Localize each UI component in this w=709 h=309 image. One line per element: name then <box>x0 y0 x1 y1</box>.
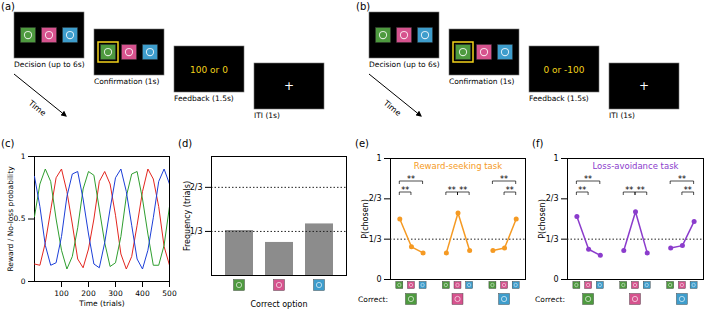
svg-text:2/3: 2/3 <box>369 194 382 203</box>
svg-text:1: 1 <box>376 154 381 163</box>
svg-text:ITI (1s): ITI (1s) <box>609 111 635 120</box>
svg-text:2/3: 2/3 <box>189 182 203 192</box>
svg-text:Decision (up to 6s): Decision (up to 6s) <box>14 60 85 69</box>
svg-text:Reward / No-loss probability: Reward / No-loss probability <box>6 166 15 272</box>
svg-text:**: ** <box>500 175 508 184</box>
svg-text:0.5: 0.5 <box>14 214 26 223</box>
svg-text:1: 1 <box>21 152 26 161</box>
svg-text:Correct option: Correct option <box>250 300 307 309</box>
svg-text:0: 0 <box>376 275 381 284</box>
svg-text:1/3: 1/3 <box>369 235 382 244</box>
svg-text:**: ** <box>637 186 645 195</box>
svg-text:(b): (b) <box>356 1 370 12</box>
svg-text:100 or 0: 100 or 0 <box>190 65 228 75</box>
svg-text:400: 400 <box>135 289 150 298</box>
svg-text:Correct:: Correct: <box>358 295 388 304</box>
svg-text:Reward-seeking task: Reward-seeking task <box>414 161 502 171</box>
svg-text:P(chosen): P(chosen) <box>538 199 547 239</box>
svg-text:Confirmation (1s): Confirmation (1s) <box>449 77 515 86</box>
svg-text:0: 0 <box>553 275 558 284</box>
svg-text:1: 1 <box>553 154 558 163</box>
html-text:(e): (e) <box>355 138 369 149</box>
html-text:(f): (f) <box>532 138 544 149</box>
svg-text:**: ** <box>448 186 456 195</box>
svg-text:**: ** <box>678 175 686 184</box>
svg-text:Feedback (1.5s): Feedback (1.5s) <box>174 94 234 103</box>
svg-text:Time: Time <box>26 98 48 118</box>
svg-text:100: 100 <box>54 289 69 298</box>
svg-text:**: ** <box>407 175 415 184</box>
svg-text:**: ** <box>625 186 633 195</box>
svg-text:+: + <box>284 79 294 93</box>
svg-text:**: ** <box>584 175 592 184</box>
svg-text:2/3: 2/3 <box>546 194 559 203</box>
svg-text:**: ** <box>684 186 692 195</box>
html-text:(d): (d) <box>178 138 193 149</box>
svg-text:500: 500 <box>162 289 177 298</box>
svg-text:Loss-avoidance task: Loss-avoidance task <box>592 161 678 171</box>
svg-text:1/3: 1/3 <box>189 227 203 236</box>
svg-text:Confirmation (1s): Confirmation (1s) <box>94 77 160 86</box>
svg-text:**: ** <box>459 186 467 195</box>
svg-text:0 or -100: 0 or -100 <box>543 65 584 75</box>
svg-text:(a): (a) <box>1 1 15 12</box>
svg-text:Time (trials): Time (trials) <box>78 299 124 308</box>
svg-text:Feedback (1.5s): Feedback (1.5s) <box>529 94 589 103</box>
html-text:(c): (c) <box>1 138 15 149</box>
svg-text:**: ** <box>401 186 409 195</box>
svg-text:1/3: 1/3 <box>546 235 559 244</box>
svg-text:0: 0 <box>21 277 26 286</box>
svg-text:Correct:: Correct: <box>535 295 565 304</box>
svg-text:**: ** <box>578 186 586 195</box>
svg-text:Decision (up to 6s): Decision (up to 6s) <box>369 60 440 69</box>
svg-text:+: + <box>639 79 649 93</box>
svg-text:**: ** <box>506 186 514 195</box>
svg-text:200: 200 <box>81 289 96 298</box>
svg-text:300: 300 <box>108 289 123 298</box>
svg-text:P(chosen): P(chosen) <box>361 199 370 239</box>
svg-text:Frequency (trials): Frequency (trials) <box>183 181 192 251</box>
svg-text:ITI (1s): ITI (1s) <box>254 111 280 120</box>
svg-text:Time: Time <box>381 98 403 118</box>
